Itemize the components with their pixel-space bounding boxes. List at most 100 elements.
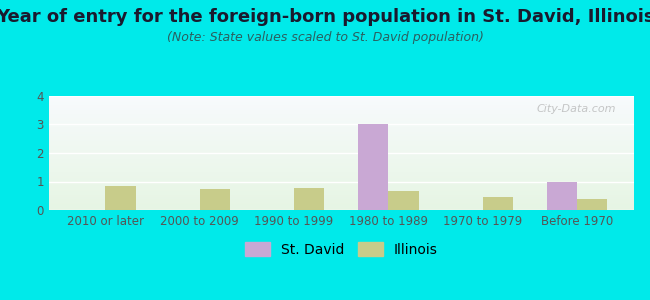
Bar [49,206,634,207]
Bar [49,111,634,112]
Bar [49,149,634,150]
Bar [49,109,634,110]
Bar [49,136,634,137]
Bar [49,142,634,143]
Bar [49,207,634,208]
Bar [49,195,634,196]
Bar [200,190,230,210]
Bar [49,104,634,105]
Bar [49,96,634,97]
Bar [49,178,634,179]
Bar [49,117,634,118]
Bar [49,132,634,133]
Bar [358,124,389,210]
Bar [49,120,634,121]
Bar [49,167,634,168]
Bar [49,184,634,185]
Bar [49,101,634,102]
Bar [49,98,634,99]
Bar [49,203,634,204]
Bar [49,158,634,159]
Bar [49,144,634,145]
Bar [49,187,634,188]
Bar [49,130,634,131]
Bar [49,105,634,106]
Bar [389,190,419,210]
Bar [49,97,634,98]
Bar [49,176,634,177]
Bar [49,202,634,203]
Bar [49,113,634,114]
Bar [49,129,634,130]
Bar [49,150,634,151]
Bar [49,190,634,191]
Bar [49,186,634,187]
Bar [49,193,634,194]
Bar [49,102,634,103]
Bar [577,199,607,210]
Bar [49,180,634,181]
Bar [49,143,634,144]
Bar [49,122,634,123]
Bar [49,139,634,140]
Bar [49,121,634,122]
Bar [49,140,634,141]
Bar [49,125,634,126]
Bar [49,151,634,152]
Bar [49,156,634,157]
Bar [49,119,634,120]
Bar [49,110,634,111]
Bar [49,181,634,182]
Bar [49,127,634,128]
Bar [49,201,634,202]
Bar [49,183,634,184]
Bar [547,182,577,210]
Bar [49,204,634,205]
Bar [49,200,634,201]
Bar [49,189,634,190]
Bar [49,182,634,183]
Bar [49,198,634,199]
Bar [49,164,634,165]
Bar [49,171,634,172]
Bar [49,103,634,104]
Bar [49,172,634,173]
Bar [49,208,634,209]
Legend: St. David, Illinois: St. David, Illinois [239,236,443,262]
Bar [49,126,634,127]
Bar [49,196,634,197]
Bar [49,112,634,113]
Bar [49,162,634,163]
Bar [49,154,634,155]
Bar [49,152,634,153]
Bar [49,116,634,117]
Bar [49,108,634,109]
Bar [49,99,634,100]
Bar [49,155,634,156]
Bar [49,106,634,107]
Bar [49,133,634,134]
Bar [49,147,634,148]
Bar [49,107,634,108]
Bar [49,135,634,136]
Bar [49,115,634,116]
Bar [49,168,634,169]
Bar [49,141,634,142]
Bar [49,194,634,195]
Bar [49,100,634,101]
Bar [49,165,634,166]
Bar [49,166,634,167]
Text: (Note: State values scaled to St. David population): (Note: State values scaled to St. David … [166,32,484,44]
Bar [49,179,634,180]
Bar [49,191,634,192]
Bar [49,131,634,132]
Bar [49,188,634,189]
Bar [49,205,634,206]
Bar [49,146,634,147]
Bar [294,188,324,210]
Bar [49,185,634,186]
Bar [49,118,634,119]
Bar [49,138,634,139]
Bar [49,148,634,149]
Bar [49,128,634,129]
